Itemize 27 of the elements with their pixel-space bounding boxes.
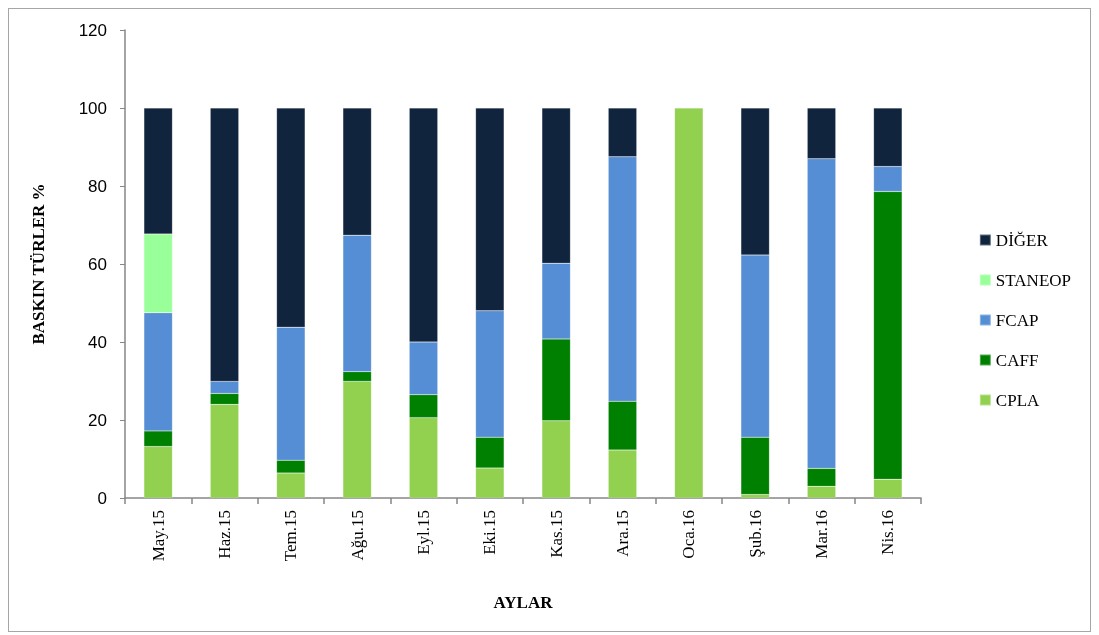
x-tick-label: May.15 [148, 510, 168, 562]
x-tick-label: Şub.16 [745, 510, 765, 558]
legend-label: FCAP [995, 310, 1039, 330]
y-tick-label: 40 [88, 332, 107, 352]
x-tick-label: Ağu.15 [347, 510, 367, 561]
x-tick-label: Eyl.15 [414, 510, 433, 555]
y-tick-label: 0 [97, 488, 107, 508]
x-tick-label: Oca.16 [679, 510, 699, 559]
y-tick-label: 120 [78, 20, 107, 40]
x-tick-label: Mar.16 [812, 510, 831, 559]
x-axis-title: AYLAR [493, 593, 554, 612]
x-tick-label: Nis.16 [878, 510, 898, 555]
legend-label: CPLA [995, 390, 1041, 410]
y-tick-label: 20 [88, 410, 107, 430]
legend-label: DİĞER [995, 230, 1049, 250]
y-axis-title: BASKIN TÜRLER % [29, 183, 48, 345]
x-tick-label: Eki.15 [480, 510, 500, 555]
x-tick-label: Tem.15 [281, 510, 301, 562]
legend-label: STANEOP [995, 270, 1072, 290]
x-tick-label: Kas.15 [546, 510, 566, 558]
y-tick-label: 80 [88, 176, 107, 196]
x-tick-label: Ara.15 [613, 510, 632, 557]
y-tick-label: 100 [78, 98, 107, 118]
bar [674, 108, 704, 498]
y-tick-label: 60 [88, 254, 107, 274]
x-tick-label: Haz.15 [215, 510, 234, 559]
legend-label: CAFF [995, 350, 1039, 370]
